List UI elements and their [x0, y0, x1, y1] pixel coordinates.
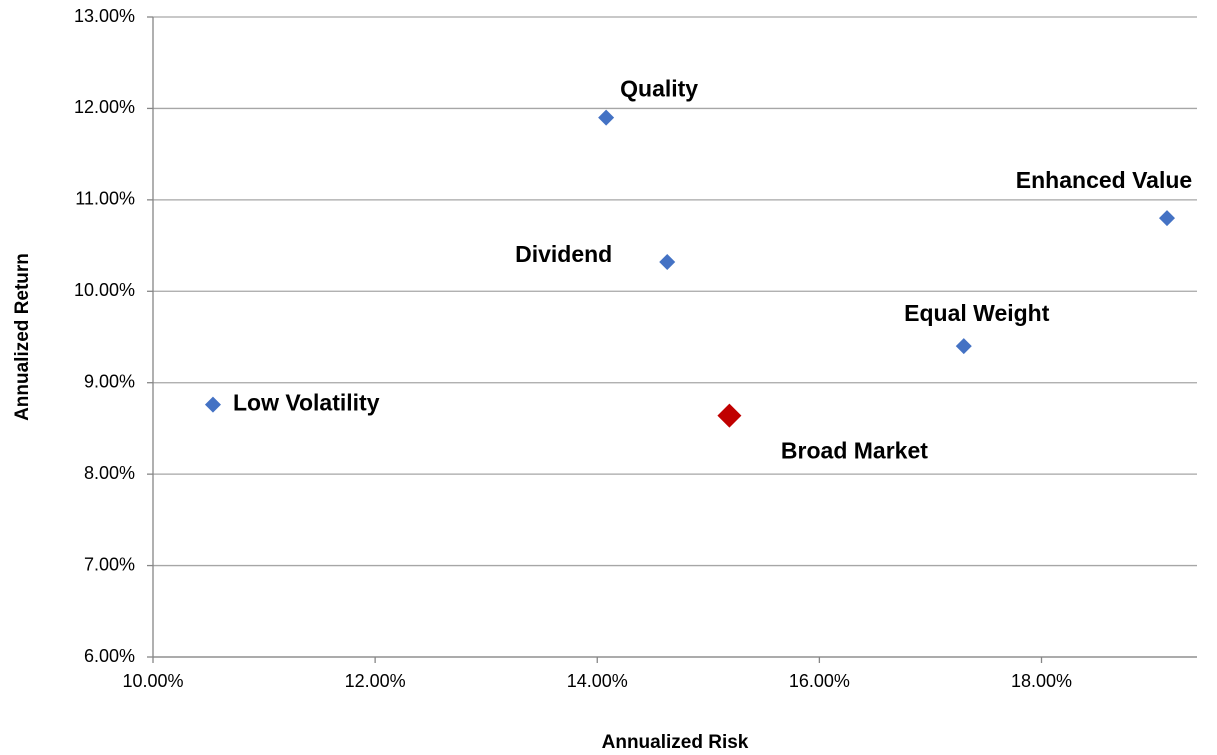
y-tick-label: 9.00%: [84, 371, 135, 391]
point-label: Broad Market: [781, 438, 928, 464]
y-tick-label: 11.00%: [75, 189, 135, 209]
y-tick-label: 10.00%: [74, 280, 135, 300]
x-axis-title: Annualized Risk: [602, 732, 749, 753]
y-tick-label: 7.00%: [84, 554, 135, 574]
point-label: Enhanced Value: [1016, 167, 1192, 193]
x-tick-label: 14.00%: [567, 671, 628, 691]
point: [717, 403, 742, 428]
y-tick-label: 8.00%: [84, 463, 135, 483]
point: [659, 254, 676, 271]
point-label: Dividend: [515, 241, 612, 267]
x-tick-label: 16.00%: [789, 671, 850, 691]
y-tick-label: 6.00%: [84, 646, 135, 666]
point: [1159, 210, 1176, 227]
point-label: Quality: [620, 76, 698, 102]
x-tick-label: 12.00%: [345, 671, 406, 691]
point-label: Equal Weight: [904, 300, 1050, 326]
point: [955, 338, 972, 355]
x-tick-label: 10.00%: [122, 671, 183, 691]
point: [598, 109, 615, 126]
y-tick-label: 12.00%: [74, 97, 135, 117]
x-tick-label: 18.00%: [1011, 671, 1072, 691]
point: [204, 396, 221, 413]
y-axis-title: Annualized Return: [12, 253, 33, 421]
y-tick-label: 13.00%: [74, 6, 135, 26]
point-label: Low Volatility: [233, 390, 380, 416]
